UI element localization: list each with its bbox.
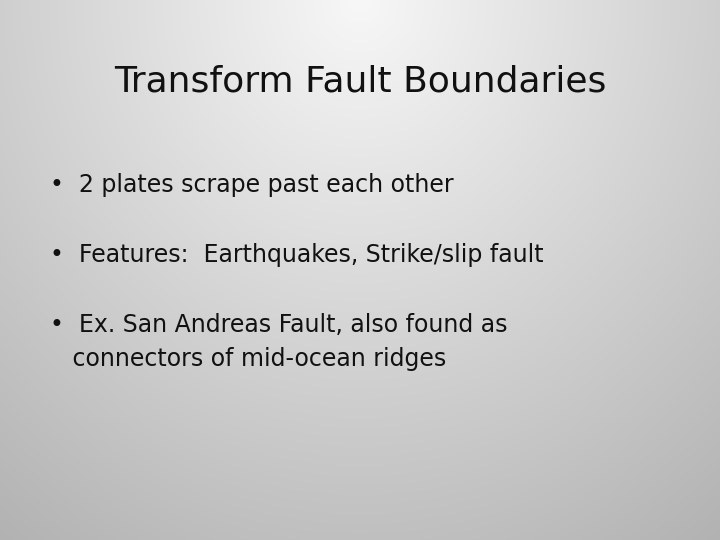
Text: •  Ex. San Andreas Fault, also found as
   connectors of mid-ocean ridges: • Ex. San Andreas Fault, also found as c… bbox=[50, 313, 508, 370]
Text: Transform Fault Boundaries: Transform Fault Boundaries bbox=[114, 65, 606, 99]
Text: •  2 plates scrape past each other: • 2 plates scrape past each other bbox=[50, 173, 454, 197]
Text: •  Features:  Earthquakes, Strike/slip fault: • Features: Earthquakes, Strike/slip fau… bbox=[50, 243, 544, 267]
